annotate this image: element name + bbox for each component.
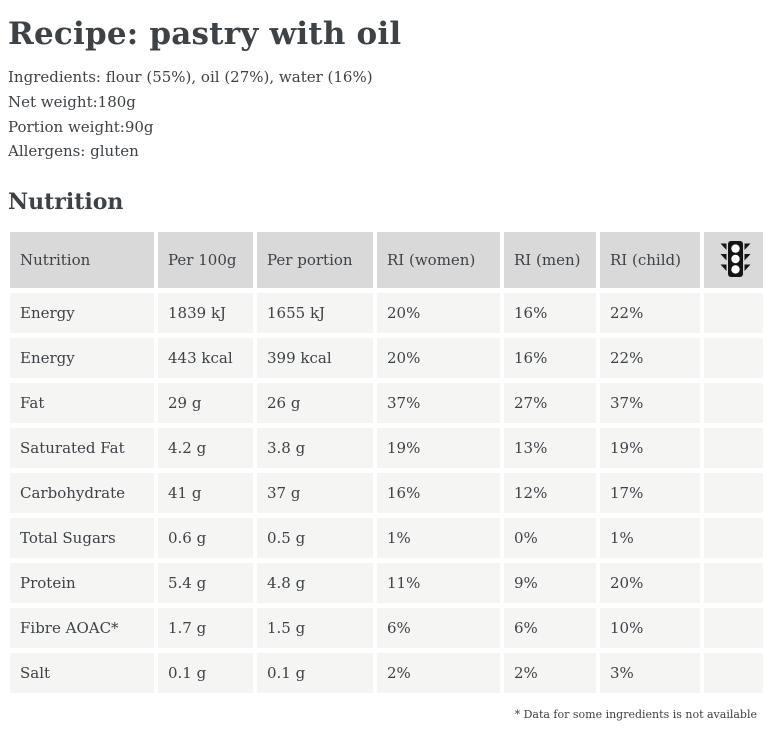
cell-nutrient: Total Sugars <box>10 518 154 558</box>
cell-ri-women: 11% <box>377 563 500 603</box>
col-header-ri-women: RI (women) <box>377 232 500 288</box>
cell-ri-child: 22% <box>600 293 700 333</box>
cell-per-portion: 3.8 g <box>257 428 373 468</box>
cell-ri-women: 1% <box>377 518 500 558</box>
table-row: Carbohydrate 41 g 37 g 16% 12% 17% <box>10 473 763 513</box>
ingredients-line: Ingredients: flour (55%), oil (27%), wat… <box>8 68 373 86</box>
cell-ri-women: 20% <box>377 338 500 378</box>
cell-per-portion: 37 g <box>257 473 373 513</box>
cell-traffic-light <box>704 293 763 333</box>
nutrition-table: Nutrition Per 100g Per portion RI (women… <box>6 227 767 698</box>
cell-traffic-light <box>704 608 763 648</box>
col-header-ri-men: RI (men) <box>504 232 596 288</box>
col-header-per-portion: Per portion <box>257 232 373 288</box>
cell-per-100g: 5.4 g <box>158 563 253 603</box>
nutrition-table-header: Nutrition Per 100g Per portion RI (women… <box>10 232 763 288</box>
cell-ri-men: 12% <box>504 473 596 513</box>
cell-nutrient: Salt <box>10 653 154 693</box>
net-weight-line: Net weight:180g <box>8 92 136 111</box>
cell-ri-men: 16% <box>504 293 596 333</box>
cell-per-portion: 399 kcal <box>257 338 373 378</box>
cell-ri-child: 17% <box>600 473 700 513</box>
nutrition-table-body: Energy 1839 kJ 1655 kJ 20% 16% 22% Energ… <box>10 293 763 693</box>
cell-ri-women: 2% <box>377 653 500 693</box>
cell-per-100g: 41 g <box>158 473 253 513</box>
cell-nutrient: Saturated Fat <box>10 428 154 468</box>
cell-per-portion: 0.5 g <box>257 518 373 558</box>
cell-per-100g: 443 kcal <box>158 338 253 378</box>
cell-per-100g: 0.6 g <box>158 518 253 558</box>
table-row: Energy 1839 kJ 1655 kJ 20% 16% 22% <box>10 293 763 333</box>
cell-ri-child: 22% <box>600 338 700 378</box>
cell-traffic-light <box>704 563 763 603</box>
cell-ri-child: 10% <box>600 608 700 648</box>
cell-traffic-light <box>704 473 763 513</box>
cell-per-portion: 26 g <box>257 383 373 423</box>
recipe-meta: Ingredients: flour (55%), oil (27%), wat… <box>8 68 772 161</box>
cell-traffic-light <box>704 653 763 693</box>
cell-ri-child: 19% <box>600 428 700 468</box>
cell-ri-women: 37% <box>377 383 500 423</box>
col-header-ri-child: RI (child) <box>600 232 700 288</box>
cell-per-portion: 0.1 g <box>257 653 373 693</box>
cell-ri-women: 6% <box>377 608 500 648</box>
cell-per-portion: 1655 kJ <box>257 293 373 333</box>
cell-traffic-light <box>704 338 763 378</box>
col-header-traffic-light <box>704 232 763 288</box>
cell-nutrient: Fibre AOAC* <box>10 608 154 648</box>
cell-ri-men: 6% <box>504 608 596 648</box>
table-row: Saturated Fat 4.2 g 3.8 g 19% 13% 19% <box>10 428 763 468</box>
cell-ri-child: 3% <box>600 653 700 693</box>
col-header-nutrition: Nutrition <box>10 232 154 288</box>
footnote: * Data for some ingredients is not avail… <box>514 708 757 721</box>
cell-ri-men: 2% <box>504 653 596 693</box>
table-row: Salt 0.1 g 0.1 g 2% 2% 3% <box>10 653 763 693</box>
cell-ri-women: 16% <box>377 473 500 513</box>
cell-traffic-light <box>704 383 763 423</box>
portion-weight-line: Portion weight:90g <box>8 117 154 136</box>
cell-per-100g: 29 g <box>158 383 253 423</box>
table-row: Fat 29 g 26 g 37% 27% 37% <box>10 383 763 423</box>
cell-per-100g: 0.1 g <box>158 653 253 693</box>
page-title: Recipe: pastry with oil <box>8 16 402 52</box>
cell-traffic-light <box>704 428 763 468</box>
cell-ri-child: 1% <box>600 518 700 558</box>
nutrition-section-heading: Nutrition <box>8 189 124 215</box>
cell-ri-men: 9% <box>504 563 596 603</box>
table-row: Protein 5.4 g 4.8 g 11% 9% 20% <box>10 563 763 603</box>
cell-nutrient: Energy <box>10 293 154 333</box>
cell-ri-child: 20% <box>600 563 700 603</box>
cell-per-100g: 4.2 g <box>158 428 253 468</box>
cell-ri-men: 27% <box>504 383 596 423</box>
recipe-page: Recipe: pastry with oil Ingredients: flo… <box>6 16 772 721</box>
table-row: Total Sugars 0.6 g 0.5 g 1% 0% 1% <box>10 518 763 558</box>
cell-ri-men: 16% <box>504 338 596 378</box>
cell-per-100g: 1.7 g <box>158 608 253 648</box>
cell-nutrient: Carbohydrate <box>10 473 154 513</box>
cell-traffic-light <box>704 518 763 558</box>
cell-nutrient: Protein <box>10 563 154 603</box>
cell-per-portion: 4.8 g <box>257 563 373 603</box>
cell-ri-women: 19% <box>377 428 500 468</box>
cell-ri-men: 0% <box>504 518 596 558</box>
allergens-line: Allergens: gluten <box>8 142 139 161</box>
col-header-per-100g: Per 100g <box>158 232 253 288</box>
cell-ri-women: 20% <box>377 293 500 333</box>
cell-nutrient: Energy <box>10 338 154 378</box>
traffic-light-icon <box>720 241 750 277</box>
cell-ri-child: 37% <box>600 383 700 423</box>
table-row: Energy 443 kcal 399 kcal 20% 16% 22% <box>10 338 763 378</box>
cell-nutrient: Fat <box>10 383 154 423</box>
cell-ri-men: 13% <box>504 428 596 468</box>
cell-per-100g: 1839 kJ <box>158 293 253 333</box>
cell-per-portion: 1.5 g <box>257 608 373 648</box>
table-row: Fibre AOAC* 1.7 g 1.5 g 6% 6% 10% <box>10 608 763 648</box>
